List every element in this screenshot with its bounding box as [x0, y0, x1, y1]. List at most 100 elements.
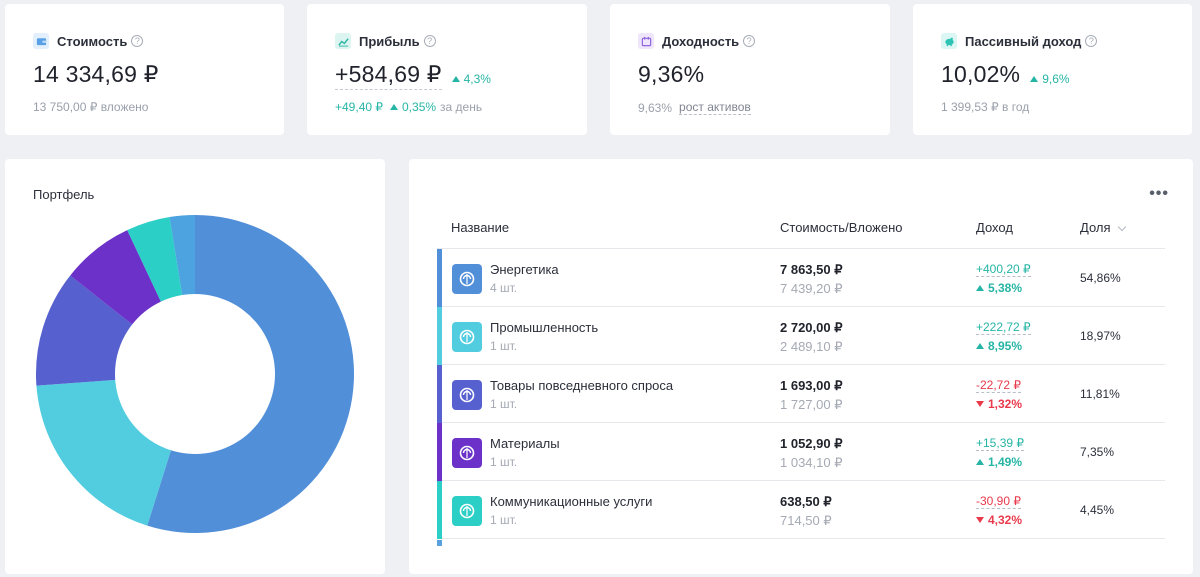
passive-change-value: 9,6% [1042, 72, 1070, 86]
help-icon[interactable]: ? [1085, 35, 1098, 47]
sector-icon [452, 438, 482, 468]
stat-sub: 1 399,53 ₽ в год [941, 100, 1030, 114]
sector-name[interactable]: Материалы [490, 436, 560, 451]
sector-cost: 7 863,50 ₽ [780, 262, 843, 277]
sector-income[interactable]: +222,72 ₽ [976, 320, 1031, 335]
donut-slice-0[interactable] [147, 215, 355, 533]
sector-cost: 1 693,00 ₽ [780, 378, 843, 393]
sector-share: 4,45% [1080, 503, 1115, 517]
stat-value[interactable]: +584,69 ₽ [335, 61, 442, 90]
arrow-up-icon [976, 285, 984, 291]
arrow-up-icon [976, 343, 984, 349]
sector-income-pct: 1,49% [976, 455, 1022, 469]
sector-income-pct: 5,38% [976, 281, 1022, 295]
header-share-label: Доля [1080, 220, 1111, 235]
arrow-up-icon [976, 459, 984, 465]
header-income[interactable]: Доход [976, 220, 1013, 235]
stat-label: Доходность [662, 33, 740, 49]
stat-value: 9,36% [638, 61, 705, 87]
arrow-up-icon [390, 104, 399, 110]
row-color-bar [437, 307, 442, 365]
day-suffix: за день [440, 100, 483, 114]
portfolio-title: Портфель [33, 187, 95, 202]
sector-income-pct: 1,32% [976, 397, 1022, 411]
sector-income[interactable]: -22,72 ₽ [976, 378, 1021, 393]
row-color-bar [437, 481, 442, 539]
sector-qty: 1 шт. [490, 339, 518, 353]
help-icon[interactable]: ? [743, 35, 756, 47]
stat-label: Стоимость [57, 33, 128, 49]
donut-slice-3[interactable] [70, 230, 161, 325]
sector-income-pct: 8,95% [976, 339, 1022, 353]
yield-sub-value: 9,63% [638, 100, 673, 115]
donut-slice-5[interactable] [169, 215, 195, 296]
sector-icon [452, 322, 482, 352]
profit-change-value: 4,3% [463, 72, 491, 86]
header-divider [437, 248, 1165, 249]
sector-invested: 2 489,10 ₽ [780, 339, 843, 354]
stat-card-yield: Доходность ? 9,36% 9,63% рост активов [610, 4, 890, 135]
sector-icon [452, 264, 482, 294]
sector-income[interactable]: -30,90 ₽ [976, 494, 1021, 509]
sector-income[interactable]: +15,39 ₽ [976, 436, 1025, 451]
table-row[interactable]: Товары повседневного спроса 1 шт. 1 693,00… [437, 365, 1165, 423]
sector-share: 7,35% [1080, 445, 1115, 459]
table-row[interactable]: Энергетика 4 шт. 7 863,50 ₽ 7 439,20 ₽ +400,… [437, 249, 1165, 307]
stat-sub: 13 750,00 ₽ вложено [33, 100, 149, 114]
header-cost[interactable]: Стоимость/Вложено [780, 220, 903, 235]
piggy-bank-icon [941, 33, 957, 49]
sector-qty: 1 шт. [490, 455, 518, 469]
stat-card-profit: Прибыль ? +584,69 ₽ 4,3% +49,40 ₽ 0,35% … [307, 4, 587, 135]
donut-slice-1[interactable] [36, 379, 171, 526]
day-change: 0,35% [390, 100, 436, 114]
wallet-icon [33, 33, 49, 49]
sector-income-pct-value: 1,32% [988, 397, 1023, 411]
arrow-up-icon [1030, 76, 1039, 82]
help-icon[interactable]: ? [131, 35, 144, 47]
stat-label: Пассивный доход [965, 33, 1082, 49]
header-share[interactable]: Доля [1080, 220, 1126, 235]
sector-name[interactable]: Коммуникационные услуги [490, 494, 653, 509]
sector-income-pct-value: 8,95% [988, 339, 1023, 353]
sector-share: 11,81% [1080, 387, 1120, 401]
sector-share: 18,97% [1080, 329, 1121, 343]
sector-income[interactable]: +400,20 ₽ [976, 262, 1031, 277]
row-color-bar [437, 249, 442, 307]
sector-qty: 4 шт. [490, 281, 518, 295]
day-profit: +49,40 ₽ [335, 100, 384, 114]
stat-value: 10,02% [941, 61, 1021, 87]
passive-change: 9,6% [1030, 72, 1070, 86]
asset-growth-link[interactable]: рост активов [679, 100, 751, 115]
donut-slice-4[interactable] [127, 217, 183, 302]
more-options-icon[interactable]: ••• [1149, 185, 1169, 202]
day-change-value: 0,35% [402, 100, 437, 114]
stat-value: 14 334,69 ₽ [33, 61, 159, 87]
profit-change: 4,3% [451, 72, 491, 86]
table-row[interactable]: Коммуникационные услуги 1 шт. 638,50 ₽ 714,… [437, 481, 1165, 539]
table-row[interactable]: Материалы 1 шт. 1 052,90 ₽ 1 034,10 ₽ +15,39… [437, 423, 1165, 481]
sector-cost: 638,50 ₽ [780, 494, 832, 509]
donut-slice-2[interactable] [35, 275, 133, 386]
help-icon[interactable]: ? [423, 35, 436, 47]
sector-invested: 7 439,20 ₽ [780, 281, 843, 296]
sector-invested: 1 727,00 ₽ [780, 397, 843, 412]
row-color-bar [437, 423, 442, 481]
sector-name[interactable]: Энергетика [490, 262, 559, 277]
stat-card-cost: Стоимость ? 14 334,69 ₽ 13 750,00 ₽ влож… [5, 4, 284, 135]
row-bar-tail [437, 540, 442, 546]
calendar-icon [638, 33, 654, 49]
portfolio-donut-chart [35, 215, 355, 533]
sort-desc-icon[interactable] [1117, 222, 1126, 232]
chart-icon [335, 33, 351, 49]
sectors-table-card: ••• Название Стоимость/Вложено Доход Дол… [409, 159, 1193, 574]
sector-income-pct: 4,32% [976, 513, 1022, 527]
sector-qty: 1 шт. [490, 513, 518, 527]
header-name[interactable]: Название [451, 220, 510, 235]
sector-name[interactable]: Товары повседневного спроса [490, 378, 674, 393]
sector-invested: 1 034,10 ₽ [780, 455, 843, 470]
sector-name[interactable]: Промышленность [490, 320, 599, 335]
table-row[interactable]: Промышленность 1 шт. 2 720,00 ₽ 2 489,10 ₽ +… [437, 307, 1165, 365]
sector-icon [452, 380, 482, 410]
sector-income-pct-value: 4,32% [988, 513, 1023, 527]
sector-invested: 714,50 ₽ [780, 513, 832, 528]
